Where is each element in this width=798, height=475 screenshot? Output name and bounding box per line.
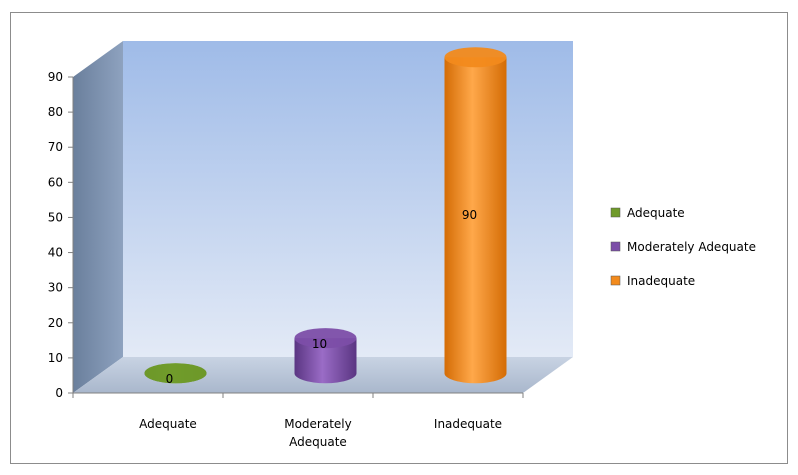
legend-label: Adequate	[627, 206, 685, 220]
category-label: Inadequate	[434, 417, 502, 431]
legend-label: Inadequate	[627, 274, 695, 288]
bar-top	[144, 363, 207, 384]
bars: 0 10 90	[144, 47, 507, 386]
bar-moderately-adequate: 10	[294, 328, 357, 384]
y-tick-label: 70	[48, 140, 63, 154]
legend-label: Moderately Adequate	[627, 240, 756, 254]
legend-swatch	[610, 207, 621, 218]
bar-top	[444, 47, 507, 68]
legend: Adequate Moderately Adequate Inadequate	[610, 206, 756, 288]
y-tick-label: 80	[48, 105, 63, 119]
bar-body	[444, 57, 507, 384]
y-tick-label: 50	[48, 210, 63, 224]
legend-swatch	[610, 241, 621, 252]
y-tick-label: 20	[48, 316, 63, 330]
data-label: 10	[312, 337, 327, 351]
chart-frame: 0 10 20 30 40 50 60 70 80 90 0 10 90 Adequate Modera…	[10, 12, 788, 464]
category-labels: Adequate Moderately Adequate Inadequate	[139, 417, 502, 449]
bar-top	[294, 328, 357, 349]
y-tick-label: 30	[48, 281, 63, 295]
category-label: Moderately	[284, 417, 352, 431]
side-wall	[73, 41, 123, 393]
bar-body	[294, 338, 357, 384]
chart-svg: 0 10 20 30 40 50 60 70 80 90 0 10 90 Adequate Modera…	[48, 41, 756, 449]
data-label: 90	[462, 208, 477, 222]
y-axis-ticks: 0 10 20 30 40 50 60 70 80 90	[48, 70, 524, 400]
category-label: Adequate	[289, 435, 347, 449]
category-label: Adequate	[139, 417, 197, 431]
y-tick-label: 90	[48, 70, 63, 84]
bar-adequate: 0	[144, 363, 207, 386]
y-tick-label: 60	[48, 175, 63, 189]
y-tick-label: 10	[48, 351, 63, 365]
y-tick-label: 0	[55, 386, 63, 400]
y-tick-label: 40	[48, 246, 63, 260]
legend-swatch	[610, 275, 621, 286]
bar-inadequate: 90	[444, 47, 507, 384]
data-label: 0	[166, 372, 174, 386]
